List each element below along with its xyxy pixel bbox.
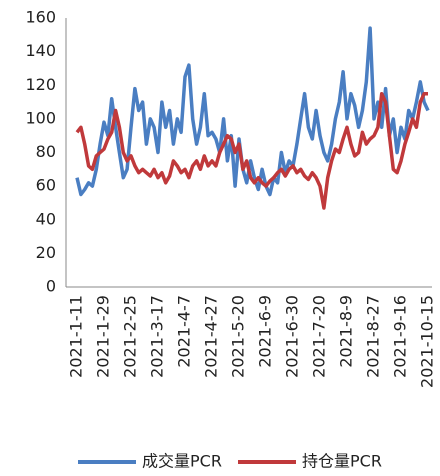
- x-tick-label: 2021-10-15: [418, 295, 437, 388]
- x-tick-label: 2021-4-27: [202, 295, 221, 378]
- x-tick-label: 2021-4-7: [175, 295, 194, 368]
- x-tick-label: 2021-1-29: [94, 295, 113, 378]
- y-tick-label: 80: [36, 142, 56, 161]
- x-tick-label: 2021-1-11: [67, 295, 86, 378]
- x-tick-label: 2021-8-9: [337, 295, 356, 368]
- y-tick-label: 40: [36, 209, 56, 228]
- x-tick-label: 2021-9-16: [391, 295, 410, 378]
- legend-label: 成交量PCR: [142, 452, 222, 471]
- line: [75, 26, 430, 197]
- y-tick-label: 120: [25, 75, 56, 94]
- x-tick-label: 2021-3-17: [148, 295, 167, 378]
- y-tick-label: 60: [36, 176, 56, 195]
- x-tick-label: 2021-5-20: [229, 295, 248, 378]
- y-tick-label: 20: [36, 243, 56, 262]
- y-tick-label: 140: [25, 41, 56, 60]
- y-tick-label: 100: [25, 108, 56, 127]
- legend-label: 持仓量PCR: [302, 452, 382, 471]
- x-tick-label: 2021-6-9: [256, 295, 275, 368]
- x-tick-label: 2021-8-27: [364, 295, 383, 378]
- x-tick-label: 2021-2-25: [121, 295, 140, 378]
- line: [75, 91, 428, 210]
- y-tick-label: 0: [46, 277, 56, 296]
- y-tick-label: 160: [25, 8, 56, 27]
- x-tick-label: 2021-6-30: [283, 295, 302, 378]
- x-tick-label: 2021-7-20: [310, 295, 329, 378]
